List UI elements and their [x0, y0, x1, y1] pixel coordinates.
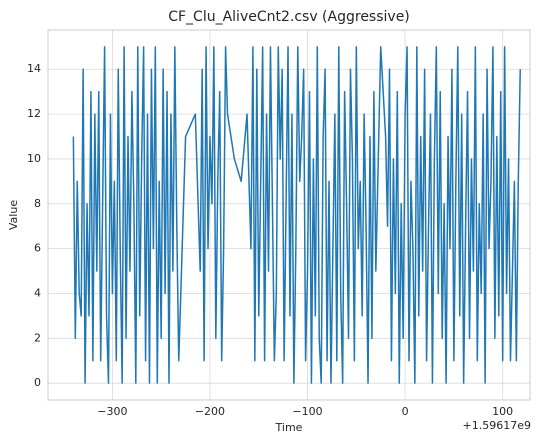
y-tick-label: 0	[34, 376, 41, 389]
y-tick-label: 2	[34, 331, 41, 344]
offset-annotation: +1.59617e9	[463, 419, 531, 432]
y-tick-label: 14	[27, 62, 41, 75]
x-axis-label: Time	[275, 421, 303, 434]
chart-title: CF_Clu_AliveCnt2.csv (Aggressive)	[168, 9, 410, 25]
x-tick-label: 0	[402, 405, 409, 418]
x-tick-label: 100	[492, 405, 513, 418]
y-tick-label: 4	[34, 286, 41, 299]
x-tick-label: −300	[97, 405, 127, 418]
y-tick-label: 8	[34, 197, 41, 210]
x-tick-label: −200	[195, 405, 225, 418]
y-axis-label: Value	[7, 200, 20, 230]
y-tick-label: 6	[34, 242, 41, 255]
y-tick-label: 12	[27, 107, 41, 120]
plot-frame	[47, 29, 531, 401]
x-tick-label: −100	[292, 405, 322, 418]
y-tick-label: 10	[27, 152, 41, 165]
data-line	[72, 46, 521, 384]
